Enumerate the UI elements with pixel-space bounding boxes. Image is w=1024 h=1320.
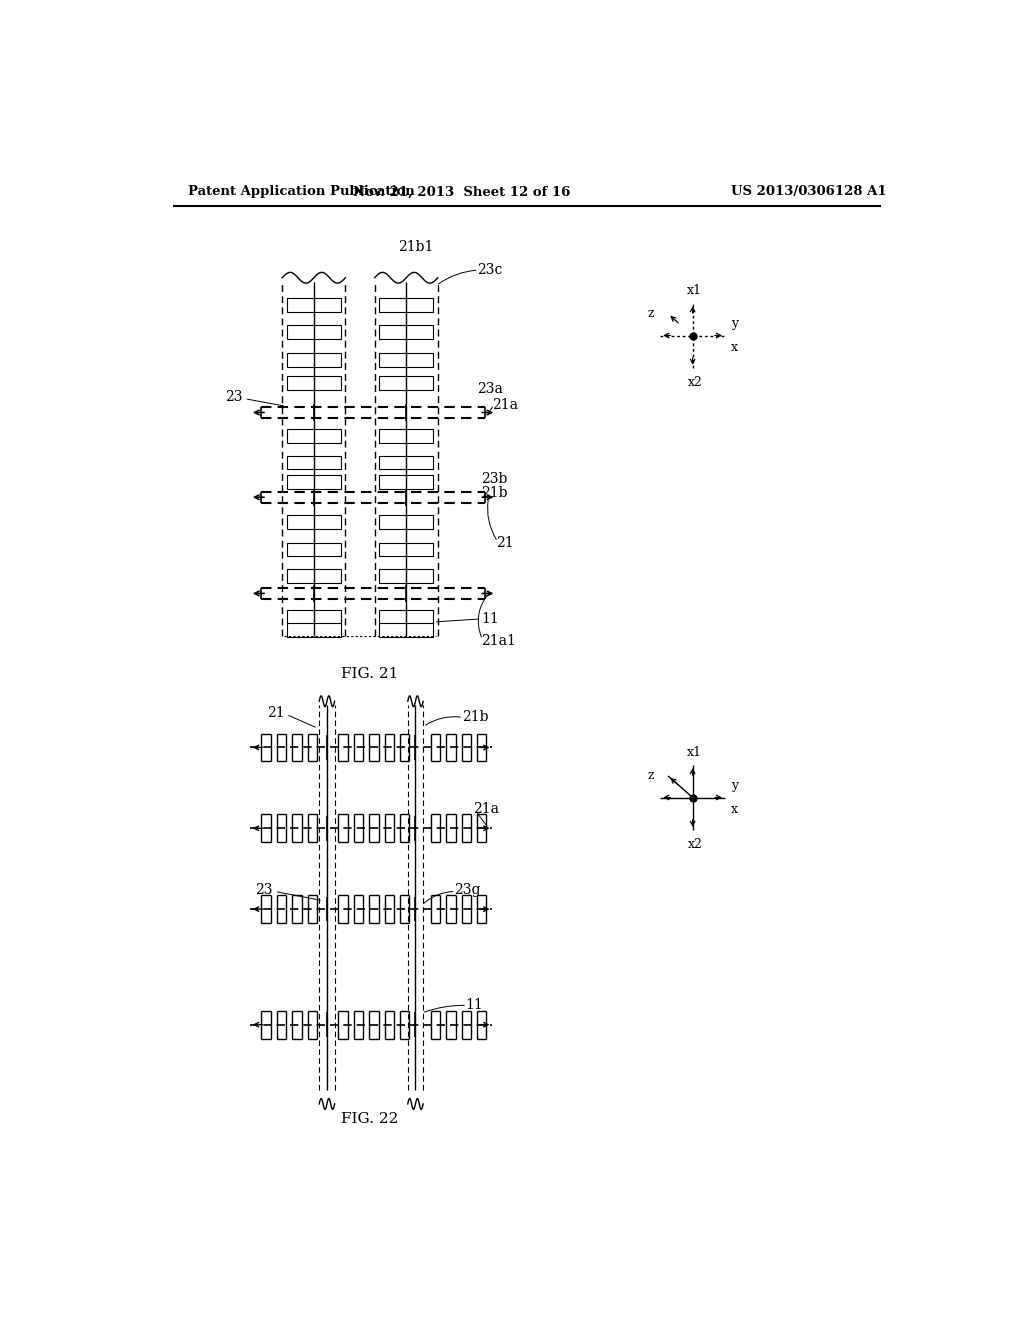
Text: 23c: 23c	[477, 263, 503, 277]
Text: 23b: 23b	[481, 473, 507, 487]
Text: 23a: 23a	[477, 383, 503, 396]
Text: Patent Application Publication: Patent Application Publication	[188, 185, 415, 198]
Text: 21a1: 21a1	[481, 634, 516, 648]
Text: US 2013/0306128 A1: US 2013/0306128 A1	[731, 185, 887, 198]
Bar	[287, 429, 341, 442]
Text: y: y	[731, 779, 738, 792]
Text: 21: 21	[497, 536, 514, 550]
Bar	[379, 610, 433, 624]
Bar	[287, 298, 341, 312]
Bar	[379, 515, 433, 529]
Bar	[287, 475, 341, 488]
Bar	[287, 623, 341, 636]
Text: Nov. 21, 2013  Sheet 12 of 16: Nov. 21, 2013 Sheet 12 of 16	[353, 185, 570, 198]
Text: 21a: 21a	[493, 397, 518, 412]
Text: 21b1: 21b1	[398, 240, 434, 253]
Bar	[379, 325, 433, 339]
Bar	[287, 325, 341, 339]
Bar	[379, 623, 433, 636]
Bar	[379, 376, 433, 391]
Bar	[379, 298, 433, 312]
Text: 21a: 21a	[473, 803, 500, 816]
Bar	[379, 455, 433, 470]
Bar	[287, 376, 341, 391]
Text: 23g: 23g	[454, 883, 480, 896]
Bar	[379, 354, 433, 367]
Text: FIG. 21: FIG. 21	[341, 667, 398, 681]
Bar	[287, 515, 341, 529]
Text: x: x	[731, 804, 738, 816]
Text: x2: x2	[688, 376, 703, 388]
Bar	[379, 429, 433, 442]
Bar	[379, 475, 433, 488]
Text: 11: 11	[481, 612, 499, 626]
Text: FIG. 22: FIG. 22	[341, 1111, 398, 1126]
Bar	[379, 543, 433, 557]
Bar	[287, 610, 341, 624]
Text: y: y	[731, 317, 738, 330]
Text: x2: x2	[688, 838, 703, 850]
Bar	[287, 354, 341, 367]
Text: x: x	[731, 342, 738, 354]
Text: 23: 23	[224, 391, 243, 404]
Bar	[287, 543, 341, 557]
Text: 21b: 21b	[462, 710, 488, 723]
Text: 21b: 21b	[481, 486, 508, 500]
Text: x1: x1	[687, 746, 701, 759]
Bar	[287, 569, 341, 582]
Text: 23: 23	[256, 883, 273, 896]
Text: 21: 21	[267, 706, 285, 719]
Text: z: z	[647, 770, 654, 783]
Text: z: z	[647, 308, 654, 321]
Text: 11: 11	[466, 998, 483, 1012]
Bar	[287, 455, 341, 470]
Bar	[379, 569, 433, 582]
Text: x1: x1	[687, 284, 701, 297]
